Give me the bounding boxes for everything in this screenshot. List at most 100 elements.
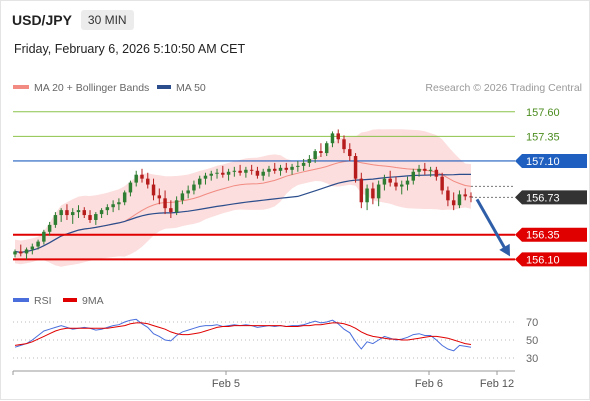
candle [76,205,81,219]
bollinger-band-area [15,129,471,267]
resistance-label: 157.60 [526,107,560,119]
candle [249,164,254,175]
rsi-legend-label: RSI [34,295,52,307]
candle [59,208,63,222]
support-tag [515,227,587,242]
candle [238,164,242,176]
candle [324,141,329,157]
candle [244,166,248,178]
candle [382,174,387,191]
candle [457,190,462,209]
candle [365,184,369,211]
ma50-legend-swatch [157,85,171,89]
x-tick-label: Feb 12 [480,378,514,390]
moving-average-lines [14,160,472,254]
ma20-legend-label: MA 20 + Bollinger Bands [34,82,149,94]
candle [221,165,225,178]
rsi-ma-line [14,322,472,346]
candle [117,198,121,211]
candle [36,239,40,250]
timeframe-badge[interactable]: 30 MIN [80,10,134,30]
candle [163,190,167,215]
candle [290,163,294,175]
candle [394,176,398,191]
copyright-label: Research © 2026 Trading Central [425,82,582,94]
rsi-legend: RSI 9MA [13,295,104,307]
candle [174,196,179,216]
candle [111,200,115,213]
rsi-tick-label: 70 [526,317,538,329]
candle [197,175,202,189]
candle [278,164,283,176]
candle [186,185,190,199]
forecast-arrow-head [499,243,510,257]
candle [13,249,17,258]
candle [261,168,265,181]
last-price-tag [515,190,587,205]
candle [99,208,104,219]
candle [301,158,306,171]
x-tick-label: Feb 6 [415,378,443,390]
candle [273,162,277,174]
candle [440,172,444,195]
candle [226,168,231,181]
candle [146,172,150,189]
candle [232,166,237,177]
candle [105,204,110,216]
candle [209,170,213,181]
candle [151,178,156,201]
candle [405,176,410,191]
chart-header: USD/JPY 30 MIN [12,9,134,31]
candle [463,188,467,201]
x-tick-label: Feb 5 [212,378,240,390]
candle [70,208,75,224]
candle [122,190,127,206]
candle [157,188,162,205]
candle [53,212,58,228]
candle [313,149,317,163]
candle [428,166,433,177]
candle [400,180,404,195]
rsi-panel: 70 50 30 [13,317,538,365]
candle [446,186,450,207]
last-price-label: 156.73 [526,192,560,204]
rsi-tick-label: 30 [526,353,538,365]
candle [296,160,300,172]
ma50-line [14,173,472,254]
pivot-tag [515,153,587,168]
candle [319,143,323,158]
candle [348,143,352,161]
price-legend: MA 20 + Bollinger Bands MA 50 Research ©… [13,82,582,94]
candle [42,229,46,245]
forecast-arrow-shaft [475,198,508,252]
candle [307,155,312,167]
candle [19,244,23,257]
candle [342,135,346,154]
rsi-tick-label: 50 [526,335,538,347]
forecast-arrow [475,198,510,257]
rsi-line [14,318,472,352]
rsi-ma-legend-swatch [63,298,77,302]
candle [336,129,340,144]
resistance-label: 157.35 [526,131,560,143]
candle [434,166,439,181]
ma50-legend-label: MA 50 [176,82,206,94]
candle [451,192,456,211]
candle [134,170,138,187]
candlestick-series [13,129,473,260]
x-axis: Feb 5 Feb 6 Feb 12 [12,371,514,390]
support-tag [515,252,587,267]
candle [192,180,196,195]
candle [140,168,144,183]
candle [330,131,335,148]
symbol-title: USD/JPY [12,12,72,28]
last-price-marker: 156.73 [471,185,587,205]
bollinger-band [15,129,471,267]
price-levels: 157.60 157.35 157.10 156.35 156.10 [13,107,587,267]
candle [371,182,375,205]
candle [423,162,427,175]
candle [267,165,271,177]
candle [203,172,208,185]
candle [24,247,29,260]
